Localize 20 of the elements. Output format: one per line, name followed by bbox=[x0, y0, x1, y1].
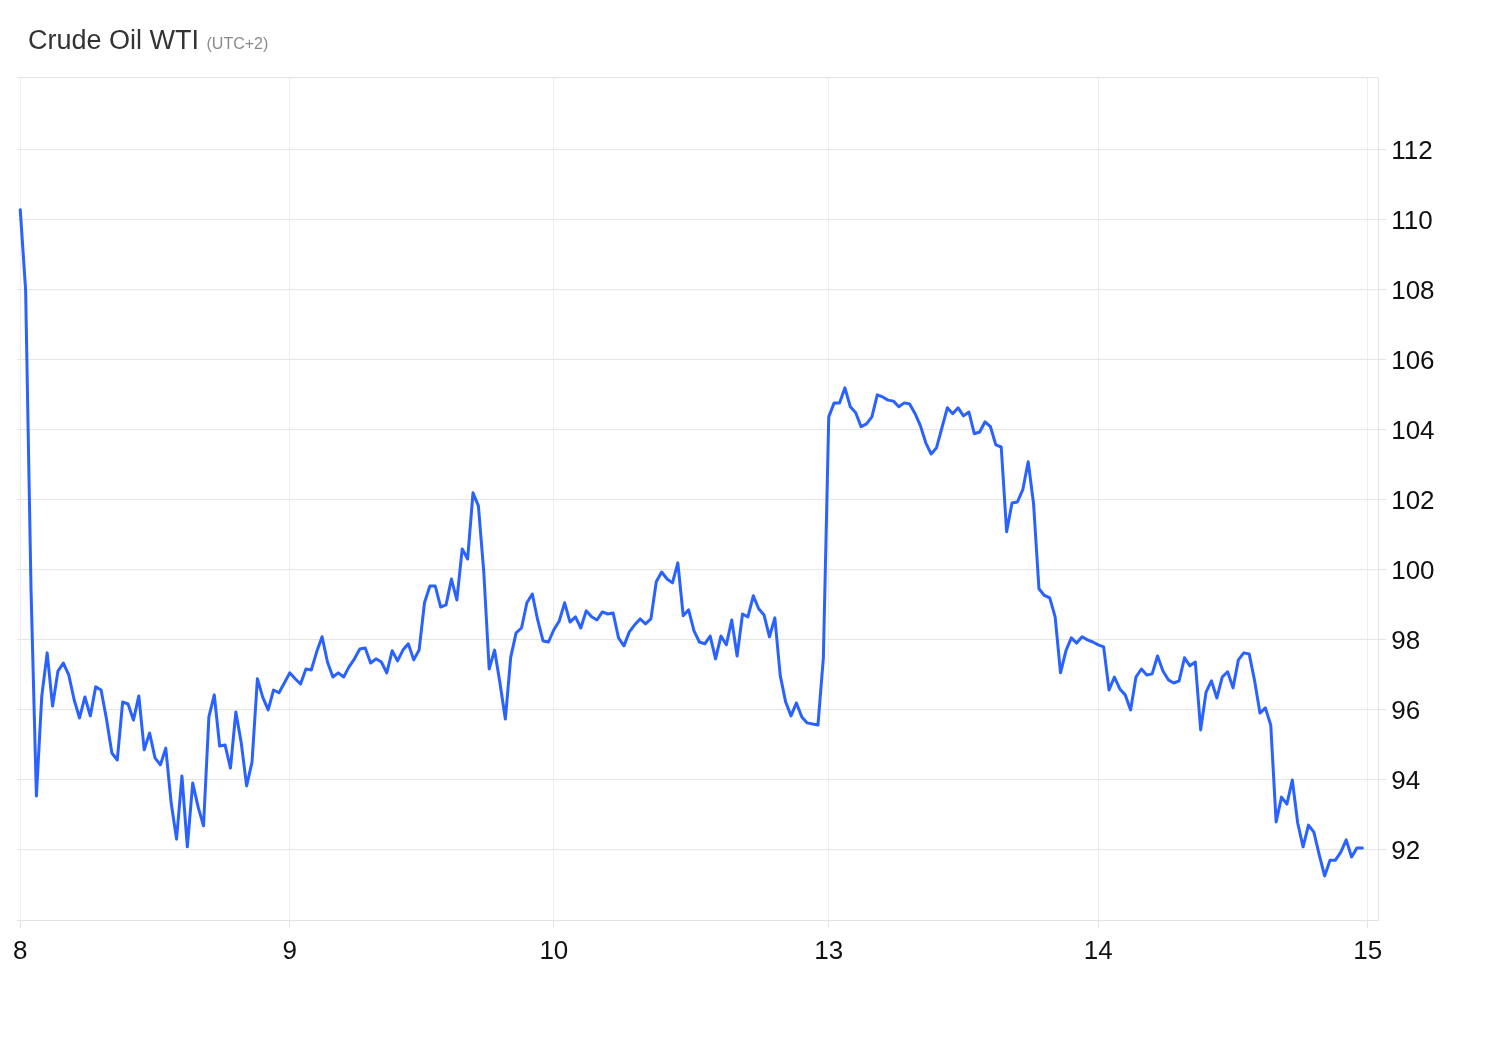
x-tick-label: 9 bbox=[282, 935, 297, 966]
y-tick-label: 106 bbox=[1391, 344, 1435, 375]
x-tick-label: 10 bbox=[539, 935, 569, 966]
y-tick-label: 94 bbox=[1391, 765, 1421, 796]
y-tick-label: 100 bbox=[1391, 555, 1435, 585]
y-tick-label: 108 bbox=[1391, 274, 1435, 305]
y-tick-label: 110 bbox=[1391, 204, 1433, 235]
y-tick-label: 98 bbox=[1391, 625, 1421, 656]
x-tick-label: 8 bbox=[13, 935, 28, 966]
chart-subtitle: (UTC+2) bbox=[206, 35, 269, 53]
y-tick-label: 96 bbox=[1391, 695, 1421, 726]
line-series bbox=[18, 208, 1364, 878]
chart-title: Crude Oil WTI bbox=[28, 25, 200, 56]
y-tick-label: 92 bbox=[1391, 835, 1421, 866]
x-tick-label: 14 bbox=[1083, 935, 1113, 966]
y-tick-label: 104 bbox=[1391, 414, 1435, 445]
y-tick-label: 112 bbox=[1391, 134, 1433, 165]
x-tick-label: 15 bbox=[1353, 935, 1383, 966]
x-tick-label: 13 bbox=[814, 935, 844, 966]
y-tick-label: 102 bbox=[1391, 484, 1435, 515]
